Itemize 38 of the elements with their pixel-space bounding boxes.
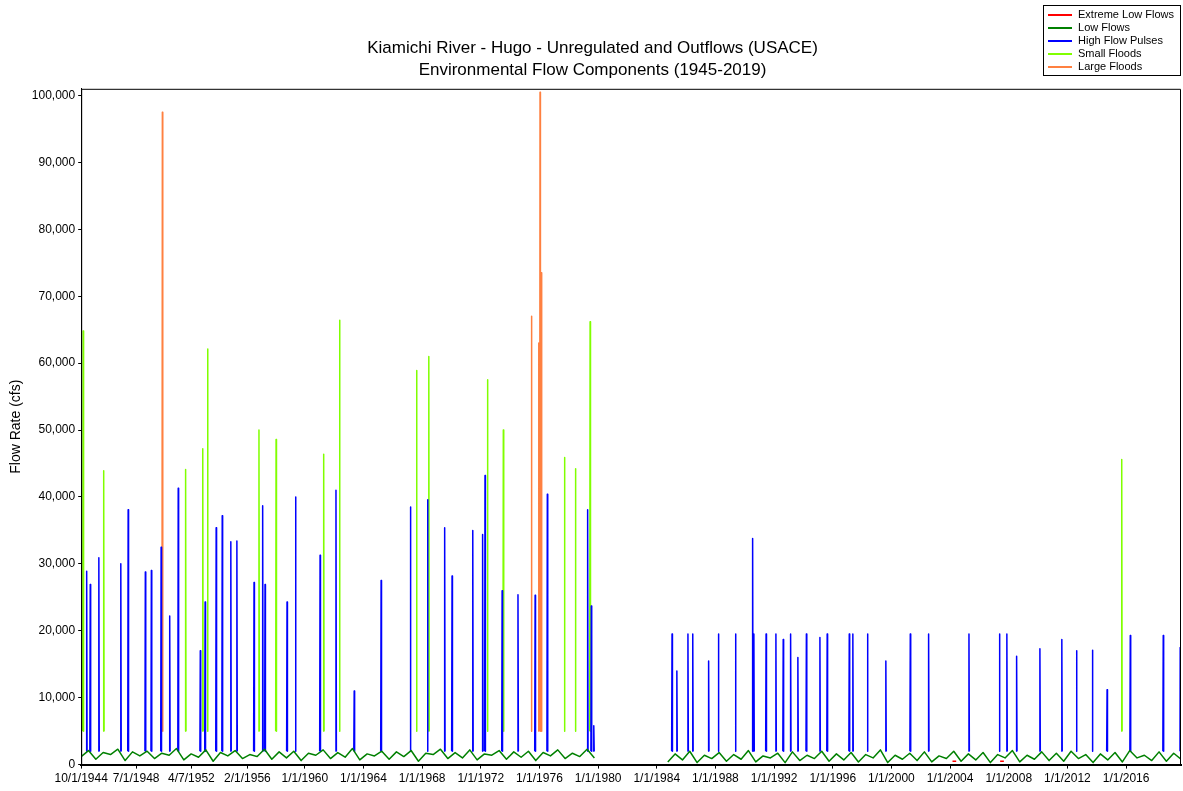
legend-label: Large Floods — [1078, 60, 1143, 73]
x-tick-label: 1/1/2016 — [1102, 771, 1150, 786]
y-tick-label: 0 — [68, 756, 76, 771]
x-tick-label: 1/1/1992 — [750, 771, 798, 786]
x-tick-label: 1/1/1984 — [633, 771, 681, 786]
y-tick-label: 70,000 — [38, 288, 76, 303]
x-tick-label: 4/7/1952 — [168, 771, 216, 786]
legend-label: High Flow Pulses — [1078, 34, 1163, 47]
legend-label: Low Flows — [1078, 21, 1130, 34]
x-tick-label: 1/1/1976 — [516, 771, 564, 786]
y-tick-label: 10,000 — [38, 690, 76, 704]
x-tick-label: 1/1/2008 — [985, 771, 1033, 786]
y-tick-label: 60,000 — [38, 355, 76, 370]
y-axis-title: Flow Rate (cfs) — [7, 379, 24, 474]
chart-title: Kiamichi River - Hugo - Unregulated and Outflows (USACE) — [367, 37, 818, 57]
x-tick-label: 7/1/1948 — [112, 771, 160, 786]
x-tick-label: 1/1/1960 — [281, 771, 329, 786]
x-tick-label: 1/1/1964 — [340, 771, 388, 786]
x-tick-label: 10/1/1944 — [54, 771, 109, 786]
x-tick-label: 1/1/1980 — [574, 771, 622, 786]
y-tick-label: 40,000 — [38, 489, 76, 504]
legend-label: Extreme Low Flows — [1078, 8, 1174, 21]
x-tick-label: 2/1/1956 — [224, 771, 272, 786]
x-tick-label: 1/1/2004 — [926, 771, 974, 786]
x-tick-label: 1/1/2012 — [1044, 771, 1092, 786]
x-tick-label: 1/1/1968 — [398, 771, 446, 786]
y-tick-label: 30,000 — [38, 556, 76, 571]
chart-subtitle: Environmental Flow Components (1945-2019) — [418, 60, 767, 80]
x-tick-label: 1/1/2000 — [868, 771, 916, 786]
y-tick-label: 100,000 — [31, 87, 76, 102]
x-tick-label: 1/1/1988 — [692, 771, 740, 786]
y-tick-label: 80,000 — [38, 221, 76, 236]
y-tick-label: 90,000 — [38, 154, 76, 169]
legend-label: Small Floods — [1078, 47, 1142, 60]
y-tick-label: 50,000 — [38, 422, 76, 437]
y-tick-label: 20,000 — [38, 623, 76, 638]
x-tick-label: 1/1/1996 — [809, 771, 857, 786]
x-tick-label: 1/1/1972 — [457, 771, 505, 786]
